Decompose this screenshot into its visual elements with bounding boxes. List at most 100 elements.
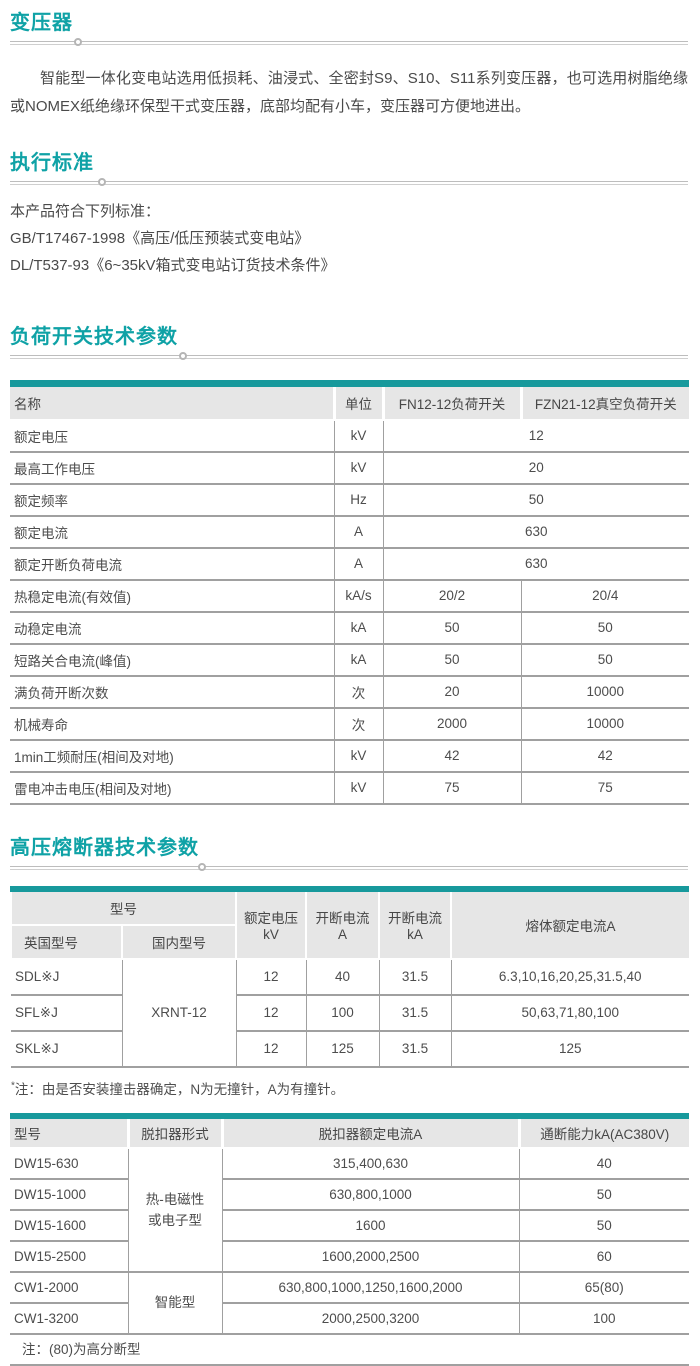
cell: 动稳定电流 — [10, 610, 335, 645]
cell: 42 — [520, 738, 689, 773]
section-title-load-switch: 负荷开关技术参数 — [10, 326, 178, 348]
table-row: 型号 脱扣器形式 脱扣器额定电流A 通断能力kA(AC380V) — [10, 1112, 689, 1149]
cell: kA/s — [333, 578, 384, 613]
fuse-table: 型号 额定电压 kV 开断电流 A 开断电流 kA 熔体额定电流A 英国型号 国内型号 SDL… — [10, 891, 689, 1068]
header-cell: 脱扣器额定电流A — [220, 1112, 519, 1149]
header-cell: 型号 — [10, 1112, 128, 1149]
cell: 1600 — [221, 1208, 520, 1242]
table-row: 额定开断负荷电流 A 630 — [10, 546, 689, 581]
cell: XRNT-12 — [121, 957, 237, 1068]
cell: 100 — [518, 1301, 689, 1335]
fuse-table-wrap: 型号 额定电压 kV 开断电流 A 开断电流 kA 熔体额定电流A 英国型号 国内型号 SDL… — [10, 885, 689, 1068]
header-cell: FN12-12负荷开关 — [381, 380, 521, 421]
cell: 40 — [518, 1146, 689, 1180]
cell: 125 — [450, 1029, 689, 1068]
cell: kV — [333, 450, 384, 485]
standards-list: 本产品符合下列标准： GB/T17467-1998《高压/低压预装式变电站》 D… — [10, 198, 688, 279]
header-cell: 额定电压 kV — [235, 891, 306, 960]
cell: 短路关合电流(峰值) — [10, 642, 335, 677]
cell: SKL※J — [11, 1029, 123, 1068]
divider-dot-icon — [198, 862, 206, 871]
cell: SFL※J — [11, 993, 123, 1032]
cell: 12 — [382, 418, 689, 453]
header-cell: 名称 — [10, 380, 334, 421]
cell: 2000 — [382, 706, 522, 741]
cell: 1600,2000,2500 — [221, 1239, 520, 1273]
cell: 机械寿命 — [10, 706, 335, 741]
fuse-table-accent-bar — [10, 885, 689, 892]
section-title-fuse: 高压熔断器技术参数 — [10, 836, 199, 859]
standards-intro: 本产品符合下列标准： — [10, 203, 161, 220]
header-cell: 开断电流 A — [305, 891, 379, 960]
cell: 12 — [235, 993, 307, 1032]
cell: 50 — [382, 610, 522, 645]
table-row: 短路关合电流(峰值) kA 50 50 — [10, 642, 689, 677]
cell: 2000,2500,3200 — [221, 1301, 520, 1335]
section-load-switch: 负荷开关技术参数 名称 单位 FN12-12负荷开关 FZN21-12真空负荷开关 额定… — [10, 324, 689, 805]
section-divider — [10, 178, 688, 186]
cell: 注：(80)为高分断型 — [10, 1332, 689, 1366]
load-switch-table: 名称 单位 FN12-12负荷开关 FZN21-12真空负荷开关 额定电压 kV 12 最高工… — [10, 380, 689, 805]
cell: 100 — [305, 993, 380, 1032]
table-row: 热稳定电流(有效值) kA/s 20/2 20/4 — [10, 578, 689, 613]
table-row: 最高工作电压 kV 20 — [10, 450, 689, 485]
table-row: CW1-2000 智能型 630,800,1000,1250,1600,2000 65… — [10, 1270, 689, 1335]
table-row: 名称 单位 FN12-12负荷开关 FZN21-12真空负荷开关 — [10, 380, 689, 421]
cell: CW1-3200 — [10, 1301, 129, 1335]
table-row: SKL※J 12 125 31.5 125 — [11, 1029, 689, 1068]
cell: 50 — [520, 610, 689, 645]
section-divider — [10, 38, 688, 46]
standards-item: GB/T17467-1998《高压/低压预装式变电站》 — [10, 230, 310, 247]
cell: 40 — [305, 957, 380, 996]
cell: 额定电压 — [10, 418, 335, 453]
table-row: 额定电流 A 630 — [10, 514, 689, 549]
fuse-note: *注：由是否安装撞击器确定，N为无撞针，A为有撞针。 — [11, 1078, 688, 1098]
table-row: SFL※J 12 100 31.5 50,63,71,80,100 — [11, 993, 689, 1032]
cell: kA — [333, 642, 384, 677]
cell: kV — [333, 418, 384, 453]
cell: 10000 — [520, 674, 689, 709]
cell: A — [333, 514, 384, 549]
cell: 次 — [333, 706, 384, 741]
header-cell: 英国型号 — [10, 924, 122, 960]
divider-dot-icon — [98, 178, 106, 186]
cell: 630 — [382, 514, 689, 549]
table-row: 英国型号 国内型号 — [10, 924, 689, 960]
transformer-paragraph: 智能型一体化变电站选用低损耗、油浸式、全密封S9、S10、S11系列变压器，也可… — [10, 70, 688, 115]
cell: 满负荷开断次数 — [10, 674, 335, 709]
cell: 20/4 — [520, 578, 689, 613]
cell: 10000 — [520, 706, 689, 741]
cell: kV — [333, 738, 384, 773]
cell: 50 — [518, 1208, 689, 1242]
cell: DW15-1000 — [10, 1177, 129, 1211]
table-row: 满负荷开断次数次 20 10000 — [10, 674, 689, 709]
breaker-table: 型号 脱扣器形式 脱扣器额定电流A 通断能力kA(AC380V) DW15-630 热-电… — [10, 1112, 689, 1366]
divider-dot-icon — [179, 352, 187, 360]
header-cell: 熔体额定电流A — [450, 891, 689, 960]
section-standards: 执行标准 本产品符合下列标准： GB/T17467-1998《高压/低压预装式变… — [10, 150, 688, 279]
header-cell: 型号 — [10, 891, 236, 926]
cell: 50 — [520, 642, 689, 677]
cell: 65(80) — [518, 1270, 689, 1304]
table-row: 1min工频耐压(相间及对地) kV 42 42 — [10, 738, 689, 773]
cell: DW15-2500 — [10, 1239, 129, 1273]
cell: 智能型 — [127, 1270, 223, 1335]
section-title-transformer: 变压器 — [10, 12, 73, 34]
divider-dot-icon — [74, 38, 82, 46]
cell: 50 — [382, 482, 689, 517]
fuse-note-text: 注：由是否安装撞击器确定，N为无撞针，A为有撞针。 — [14, 1081, 345, 1097]
table-row: DW15-1600 1600 50 — [10, 1208, 689, 1242]
section-fuse: 高压熔断器技术参数 型号 额定电压 kV 开断电流 A 开断电流 kA 熔体额定电流A 英… — [10, 835, 689, 1366]
table-row: 额定电压 kV 12 — [10, 418, 689, 453]
cell: 1min工频耐压(相间及对地) — [10, 738, 335, 773]
cell: 6.3,10,16,20,25,31.5,40 — [450, 957, 689, 996]
cell: 75 — [382, 770, 522, 805]
cell: 50 — [382, 642, 522, 677]
table-row: DW15-1000 630,800,1000 50 — [10, 1177, 689, 1211]
cell: Hz — [333, 482, 384, 517]
cell: 315,400,630 — [221, 1146, 520, 1180]
cell: 12 — [235, 957, 307, 996]
cell: kV — [333, 770, 384, 805]
cell: 额定电流 — [10, 514, 335, 549]
